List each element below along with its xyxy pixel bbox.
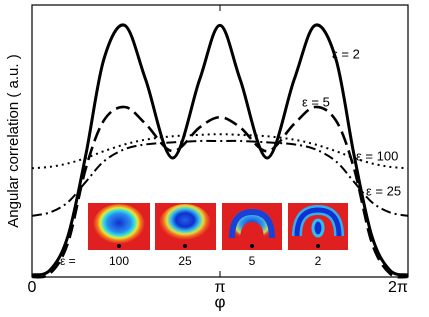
inset-panels (88, 203, 348, 250)
inset-blob (294, 207, 342, 237)
inset-label: 25 (178, 254, 192, 268)
inset-label: 2 (315, 254, 322, 268)
series-line (31, 23, 409, 277)
x-tick-label: 0 (28, 279, 37, 296)
series-line (31, 105, 409, 279)
inset-dot (183, 244, 187, 248)
inset-dot (250, 244, 254, 248)
inset-blob (311, 218, 325, 238)
inset-blob (159, 204, 211, 244)
inset-label: 5 (249, 254, 256, 268)
x-axis-label: φ (214, 292, 225, 311)
x-tick-label: π (214, 279, 225, 296)
y-axis-label: Angular correlation ( a.u. ) (5, 54, 22, 227)
series-line (31, 139, 408, 217)
inset-dot (117, 244, 121, 248)
x-tick-label: 2π (388, 279, 408, 296)
inset-blob (229, 208, 275, 239)
series-label: ε = 100 (356, 148, 398, 163)
inset-prefix: ε = (60, 254, 76, 268)
series-label: ε = 2 (332, 46, 360, 61)
series-label: ε = 5 (302, 94, 330, 109)
inset-label: 100 (109, 254, 129, 268)
series-label: ε = 25 (366, 183, 401, 198)
series-line (31, 133, 408, 170)
inset-dot (316, 244, 320, 248)
inset-blob (93, 204, 145, 246)
